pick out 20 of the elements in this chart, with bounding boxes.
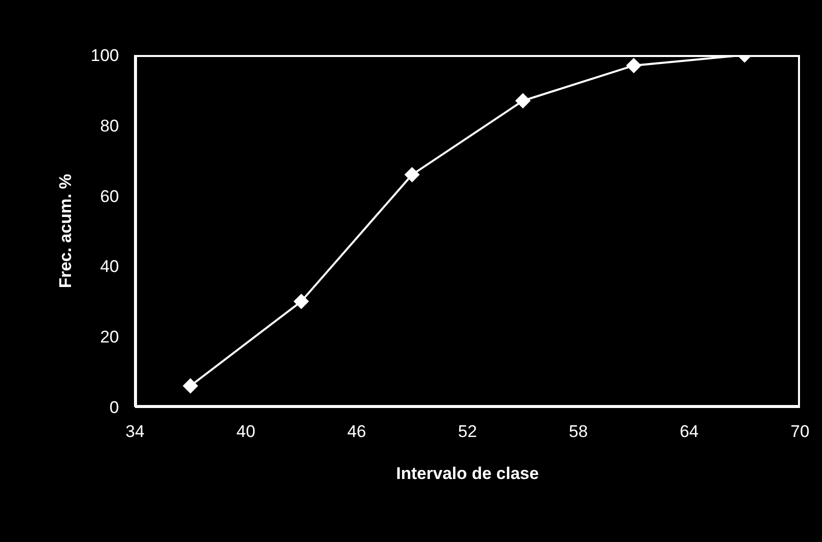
- point: [626, 58, 642, 74]
- x-tick-label: 34: [126, 422, 144, 442]
- y-tick-label: 20: [100, 328, 119, 347]
- point: [182, 378, 198, 394]
- x-tick-label: 58: [568, 422, 588, 442]
- y-tick-label: 60: [100, 186, 119, 206]
- point: [515, 93, 530, 108]
- y-tick-label: 0: [110, 398, 119, 418]
- y-tick-label: 100: [90, 46, 119, 66]
- y-tick-label: 40: [100, 257, 119, 276]
- y-tick-label: 80: [100, 116, 119, 136]
- x-tick-label: 70: [790, 422, 810, 442]
- y-axis-title: Frec. acum. %: [56, 174, 76, 288]
- x-tick-label: 46: [347, 422, 366, 442]
- x-tick-label: 40: [236, 422, 256, 442]
- x-tick-label: 52: [458, 422, 477, 442]
- point: [294, 294, 309, 309]
- x-axis-title: Intervalo de clase: [396, 464, 539, 483]
- point: [404, 167, 420, 182]
- x-tick-label: 64: [680, 422, 699, 442]
